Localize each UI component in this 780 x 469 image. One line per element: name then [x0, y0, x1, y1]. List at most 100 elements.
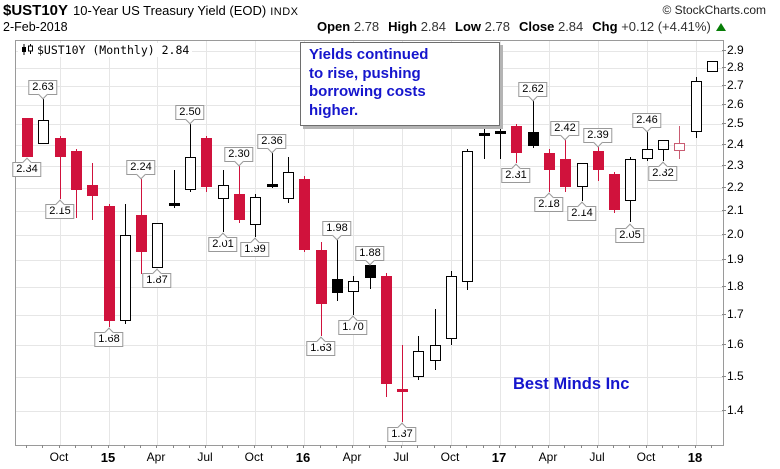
candle-body-up [462, 151, 473, 282]
candle-body-down [136, 215, 147, 252]
annotation-line: Yields continued [309, 46, 429, 63]
chg-value: +0.12 (+4.41%) [621, 19, 711, 34]
doji-open-close-tick [267, 184, 278, 187]
price-label: 2.24 [126, 160, 156, 175]
chg-label: Chg [592, 19, 618, 34]
v-gridline [549, 41, 550, 445]
doji-open-close-tick [495, 131, 506, 134]
candle-body-up [185, 157, 196, 190]
chart-legend: $UST10Y (Monthly) 2.84 [18, 43, 193, 57]
candle-wick [435, 309, 436, 370]
open-value: 2.78 [353, 19, 380, 34]
x-axis-tick [532, 445, 533, 448]
x-axis-label: Oct [636, 450, 656, 464]
candle-body-up [707, 61, 718, 72]
price-label: 2.30 [224, 147, 254, 162]
price-label: 2.34 [12, 162, 42, 177]
candle-body-down [22, 118, 33, 157]
x-axis-tick [629, 445, 630, 448]
y-axis-tick [722, 210, 726, 211]
candle-body-up [218, 185, 229, 199]
y-axis-label: 1.8 [727, 279, 744, 293]
x-axis-label: Jul [197, 450, 213, 464]
page-title: 10-Year US Treasury Yield (EOD) [73, 3, 267, 18]
x-axis-tick [450, 445, 451, 448]
x-axis-tick [222, 445, 223, 448]
doji-open-close-tick [169, 203, 180, 206]
x-axis-tick [597, 445, 598, 448]
price-label: 1.99 [240, 242, 270, 257]
x-axis-tick [336, 445, 337, 448]
low-value: 2.78 [484, 19, 510, 34]
candle-body-down [609, 174, 620, 210]
candle-wick [402, 345, 403, 422]
candle-body-up [625, 159, 636, 201]
candle-body-down [365, 265, 376, 278]
y-axis-tick [722, 286, 726, 287]
candle-body-down [201, 138, 212, 187]
y-axis-tick [722, 67, 726, 68]
h-gridline [16, 411, 723, 412]
symbol: $UST10Y [3, 2, 69, 19]
candle-wick [484, 105, 485, 159]
y-axis-tick [722, 376, 726, 377]
x-axis-tick [678, 445, 679, 448]
candle-wick [663, 140, 664, 161]
v-gridline [353, 41, 354, 445]
y-axis-label: 1.7 [727, 307, 744, 321]
x-axis-tick [254, 445, 255, 448]
x-axis-tick [59, 445, 60, 448]
x-axis-tick [548, 445, 549, 448]
candle-wick [679, 126, 680, 159]
chart-header: $UST10Y 10-Year US Treasury Yield (EOD) IN… [3, 2, 298, 19]
x-axis-tick [140, 445, 141, 448]
price-label: 2.36 [257, 134, 287, 149]
candle-body-down [332, 279, 343, 293]
candle-wick [60, 136, 61, 199]
y-axis-tick [722, 165, 726, 166]
candle-body-up [658, 140, 669, 150]
x-axis-tick [156, 445, 157, 448]
candle-body-up [283, 172, 294, 199]
candle-wick [337, 240, 338, 301]
x-axis-tick [515, 445, 516, 448]
x-axis-label: Oct [49, 450, 69, 464]
doji-open-close-tick [479, 133, 490, 136]
price-label: 1.87 [142, 273, 172, 288]
y-axis-label: 1.4 [727, 403, 744, 417]
y-axis-label: 2.9 [727, 43, 744, 57]
x-axis-tick [613, 445, 614, 448]
candle-body-down [381, 276, 392, 384]
candle-body-down [55, 138, 66, 157]
v-gridline [500, 41, 501, 445]
low-label: Low [455, 19, 481, 34]
h-gridline [16, 145, 723, 146]
close-value: 2.84 [557, 19, 584, 34]
high-label: High [388, 19, 418, 34]
y-axis-tick [722, 314, 726, 315]
candle-body-down [560, 159, 571, 187]
x-axis-label: 18 [687, 450, 703, 465]
x-axis-tick [75, 445, 76, 448]
y-axis-label: 1.9 [727, 252, 744, 266]
y-axis-label: 1.5 [727, 369, 744, 383]
price-label: 2.62 [518, 82, 548, 97]
y-axis-label: 2.4 [727, 137, 744, 151]
x-axis-tick [417, 445, 418, 448]
stockcharts-copyright-link[interactable]: © StockCharts.com [662, 3, 766, 17]
candlestick-chart-icon [21, 43, 37, 57]
price-label: 2.01 [208, 237, 238, 252]
candle-wick [549, 149, 550, 192]
x-axis-tick [189, 445, 190, 448]
candle-wick [500, 118, 501, 159]
y-axis-label: 2.7 [727, 78, 744, 92]
candle-wick [272, 153, 273, 188]
annotation-line: borrowing costs [309, 83, 426, 100]
candle-body-down [544, 153, 555, 170]
doji-open-close-tick [397, 389, 408, 392]
x-axis-tick [173, 445, 174, 448]
annotation-line: higher. [309, 101, 359, 119]
y-axis-tick [722, 259, 726, 260]
candle-body-down [104, 206, 115, 321]
x-axis-label: Apr [342, 450, 362, 464]
